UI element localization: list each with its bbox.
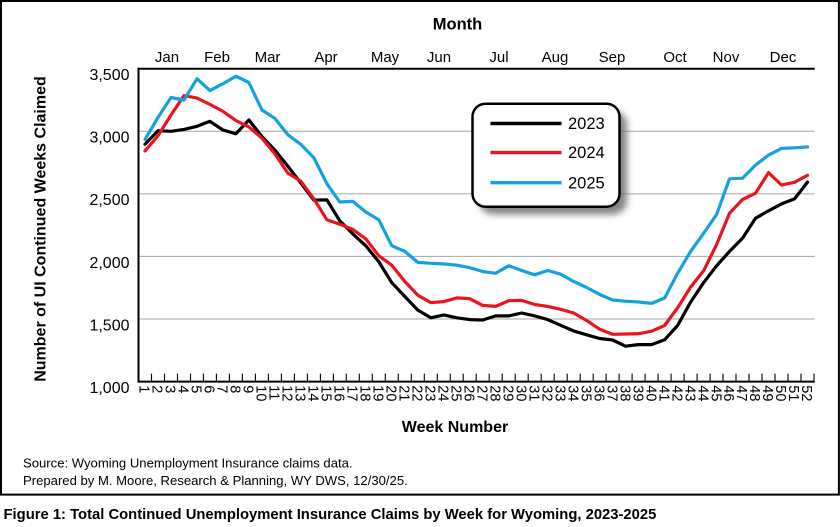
svg-text:45: 45 xyxy=(707,385,723,401)
svg-text:30: 30 xyxy=(512,385,528,401)
svg-text:Source: Wyoming Unemployment I: Source: Wyoming Unemployment Insurance c… xyxy=(23,455,353,470)
svg-text:52: 52 xyxy=(798,385,814,401)
svg-text:7: 7 xyxy=(214,385,230,393)
svg-text:50: 50 xyxy=(772,385,788,401)
svg-text:Feb: Feb xyxy=(204,49,230,66)
svg-text:49: 49 xyxy=(759,385,775,401)
svg-text:14: 14 xyxy=(305,385,321,401)
svg-text:11: 11 xyxy=(266,385,282,400)
svg-text:2025: 2025 xyxy=(568,174,605,192)
svg-text:37: 37 xyxy=(603,385,619,401)
svg-text:Figure 1: Total Continued Unem: Figure 1: Total Continued Unemployment I… xyxy=(4,507,657,523)
svg-text:26: 26 xyxy=(460,385,476,401)
svg-text:1: 1 xyxy=(136,385,152,393)
svg-text:44: 44 xyxy=(694,385,710,401)
svg-text:41: 41 xyxy=(655,385,671,401)
svg-text:43: 43 xyxy=(681,385,697,401)
svg-text:5: 5 xyxy=(188,385,204,393)
svg-text:38: 38 xyxy=(616,385,632,401)
svg-text:10: 10 xyxy=(253,385,269,401)
svg-text:32: 32 xyxy=(538,385,554,401)
svg-text:19: 19 xyxy=(370,385,386,401)
svg-text:47: 47 xyxy=(733,385,749,401)
svg-text:2,500: 2,500 xyxy=(89,192,129,209)
svg-text:17: 17 xyxy=(344,385,360,401)
svg-text:May: May xyxy=(371,49,400,66)
svg-text:Oct: Oct xyxy=(663,49,687,66)
svg-text:33: 33 xyxy=(551,385,567,401)
svg-text:Apr: Apr xyxy=(314,49,337,66)
svg-text:36: 36 xyxy=(590,385,606,401)
svg-text:9: 9 xyxy=(240,385,256,393)
svg-text:4: 4 xyxy=(175,385,191,393)
svg-text:40: 40 xyxy=(642,385,658,401)
svg-text:42: 42 xyxy=(668,385,684,401)
svg-text:29: 29 xyxy=(499,385,515,401)
svg-text:23: 23 xyxy=(422,385,438,401)
svg-text:12: 12 xyxy=(279,385,295,401)
svg-text:46: 46 xyxy=(720,385,736,401)
svg-text:Month: Month xyxy=(433,16,482,34)
svg-text:Aug: Aug xyxy=(542,49,569,66)
svg-text:Number of UI Continued Weeks C: Number of UI Continued Weeks Claimed xyxy=(33,76,50,382)
svg-text:24: 24 xyxy=(435,385,451,401)
svg-text:13: 13 xyxy=(292,385,308,401)
svg-text:16: 16 xyxy=(331,385,347,401)
svg-text:Mar: Mar xyxy=(255,49,281,66)
svg-text:Jul: Jul xyxy=(489,49,508,66)
svg-text:2: 2 xyxy=(149,385,165,393)
svg-text:Sep: Sep xyxy=(599,49,626,66)
svg-text:8: 8 xyxy=(227,385,243,393)
svg-text:1,000: 1,000 xyxy=(89,380,129,397)
svg-text:27: 27 xyxy=(473,385,489,401)
svg-text:25: 25 xyxy=(448,385,464,401)
svg-text:28: 28 xyxy=(486,385,502,401)
svg-text:3: 3 xyxy=(162,385,178,393)
svg-text:21: 21 xyxy=(396,385,412,401)
svg-text:15: 15 xyxy=(318,385,334,401)
svg-text:2023: 2023 xyxy=(568,115,605,133)
svg-text:Nov: Nov xyxy=(713,49,740,66)
svg-text:3,500: 3,500 xyxy=(89,67,129,84)
svg-text:22: 22 xyxy=(409,385,425,401)
svg-text:18: 18 xyxy=(357,385,373,401)
svg-text:Dec: Dec xyxy=(770,49,797,66)
svg-text:Week Number: Week Number xyxy=(402,419,508,436)
svg-text:1,500: 1,500 xyxy=(89,317,129,334)
svg-text:Jan: Jan xyxy=(155,49,179,66)
svg-text:20: 20 xyxy=(383,385,399,401)
svg-text:31: 31 xyxy=(525,385,541,401)
svg-text:39: 39 xyxy=(629,385,645,401)
svg-text:3,000: 3,000 xyxy=(89,130,129,147)
svg-text:Jun: Jun xyxy=(427,49,451,66)
svg-text:Prepared by M. Moore, Research: Prepared by M. Moore, Research & Plannin… xyxy=(23,473,408,488)
svg-text:51: 51 xyxy=(785,385,801,401)
svg-text:2024: 2024 xyxy=(568,144,605,162)
svg-text:34: 34 xyxy=(564,385,580,401)
svg-text:2,000: 2,000 xyxy=(89,255,129,272)
svg-text:48: 48 xyxy=(746,385,762,401)
svg-text:6: 6 xyxy=(201,385,217,393)
svg-text:35: 35 xyxy=(577,385,593,401)
